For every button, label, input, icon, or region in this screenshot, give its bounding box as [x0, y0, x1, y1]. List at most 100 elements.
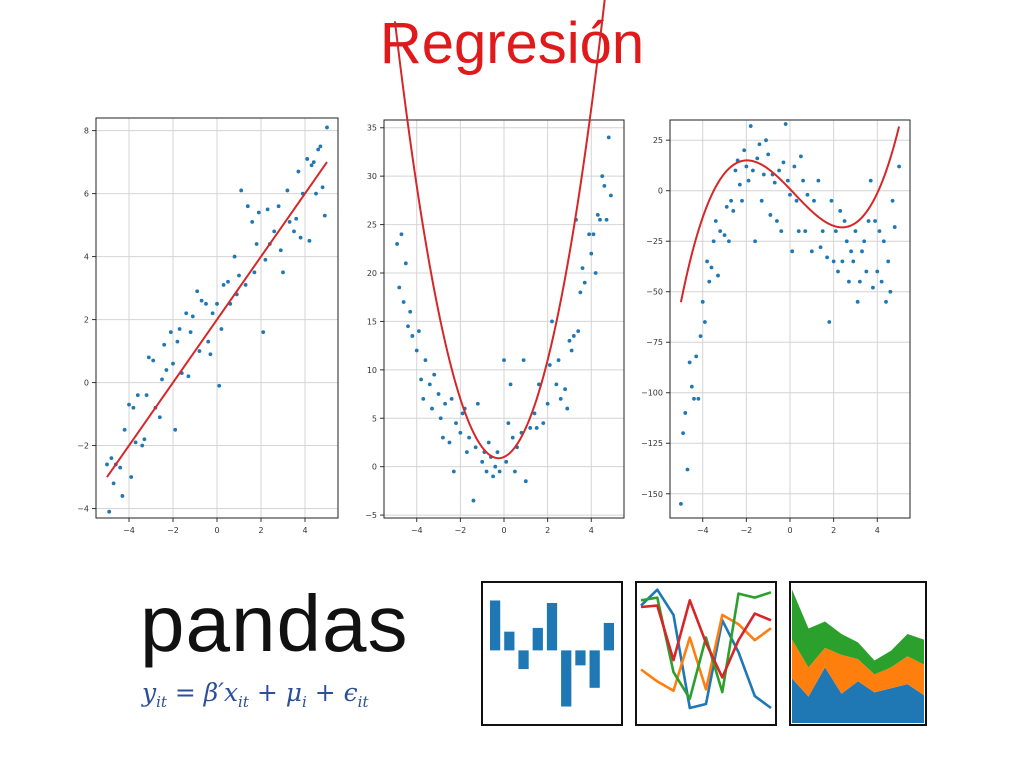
data-point	[438, 416, 443, 421]
data-point	[892, 225, 897, 229]
data-point	[600, 174, 605, 179]
data-point	[783, 122, 788, 126]
data-point	[873, 219, 877, 223]
data-point	[833, 229, 838, 234]
data-point	[587, 232, 591, 237]
data-point	[298, 235, 303, 240]
data-point	[761, 172, 766, 177]
data-point	[441, 435, 445, 440]
data-point	[884, 299, 888, 304]
data-point	[177, 327, 182, 331]
data-point	[206, 339, 211, 344]
y-tick-label: 10	[367, 366, 377, 375]
y-tick-label: −125	[641, 439, 663, 448]
data-point	[318, 144, 323, 149]
data-point	[175, 339, 180, 344]
data-point	[135, 393, 140, 398]
data-point	[812, 198, 816, 203]
data-point	[252, 270, 257, 275]
data-point	[107, 509, 112, 514]
data-point	[406, 324, 410, 329]
data-point	[740, 198, 744, 203]
data-point	[513, 469, 517, 474]
data-point	[272, 229, 277, 234]
pandas-wordmark: pandas	[140, 579, 409, 668]
icon-frame	[481, 581, 623, 726]
data-point	[838, 209, 843, 213]
data-point	[746, 178, 751, 183]
data-point	[320, 185, 325, 190]
data-point	[523, 479, 528, 484]
data-point	[309, 163, 314, 168]
data-point	[491, 474, 495, 479]
regression-fit-line	[679, 126, 901, 303]
data-point	[397, 285, 402, 290]
data-point	[571, 334, 576, 338]
y-tick-label: 25	[653, 136, 663, 145]
y-tick-label: 25	[367, 221, 377, 230]
data-point	[582, 280, 587, 285]
data-point	[820, 229, 825, 234]
data-point	[486, 440, 491, 445]
data-point	[777, 168, 781, 173]
data-point	[775, 219, 779, 223]
data-point	[473, 445, 478, 450]
data-point	[276, 204, 281, 209]
x-tick-label: 2	[831, 526, 836, 535]
x-tick-label: 4	[302, 526, 307, 535]
data-point	[127, 402, 131, 407]
data-point	[864, 269, 869, 274]
data-point	[689, 384, 694, 389]
data-point	[578, 290, 583, 295]
data-point	[504, 459, 509, 464]
data-point	[862, 239, 867, 244]
data-point	[816, 178, 821, 183]
y-tick-label: −50	[646, 288, 663, 297]
data-point	[792, 164, 797, 169]
data-point	[311, 160, 316, 164]
data-point	[314, 191, 318, 196]
y-tick-label: −150	[641, 490, 663, 499]
data-point	[709, 265, 714, 270]
data-point	[111, 481, 116, 486]
data-point	[232, 254, 237, 259]
data-point	[687, 360, 692, 365]
data-point	[545, 401, 550, 406]
data-point	[757, 142, 762, 147]
data-point	[722, 233, 727, 238]
data-point	[447, 440, 452, 445]
data-point	[436, 392, 441, 396]
icon-bar	[518, 650, 529, 670]
data-point	[250, 220, 255, 224]
icon-bar	[575, 650, 586, 666]
data-point	[713, 219, 718, 223]
x-tick-label: −4	[411, 526, 423, 535]
x-tick-label: −2	[454, 526, 466, 535]
data-point	[105, 462, 109, 467]
data-point	[162, 342, 167, 347]
regression-fit-line	[393, 0, 606, 460]
data-point	[724, 204, 729, 209]
data-point	[164, 368, 169, 372]
data-point	[727, 239, 731, 244]
data-point	[755, 156, 760, 161]
data-point	[803, 229, 808, 234]
data-point	[458, 430, 463, 435]
data-point	[278, 248, 283, 253]
icon-frame	[635, 581, 777, 726]
data-point	[707, 279, 712, 284]
x-tick-label: −2	[167, 526, 179, 535]
data-point	[173, 427, 178, 432]
x-tick-label: −4	[123, 526, 135, 535]
data-point	[547, 363, 552, 367]
data-point	[580, 266, 585, 271]
data-point	[510, 435, 515, 440]
data-point	[263, 257, 268, 262]
data-point	[287, 220, 292, 224]
y-tick-label: −25	[646, 237, 663, 246]
data-point	[210, 311, 215, 316]
y-tick-label: −2	[77, 442, 89, 451]
data-point	[219, 327, 224, 331]
data-point	[184, 311, 189, 316]
data-point	[395, 242, 399, 246]
